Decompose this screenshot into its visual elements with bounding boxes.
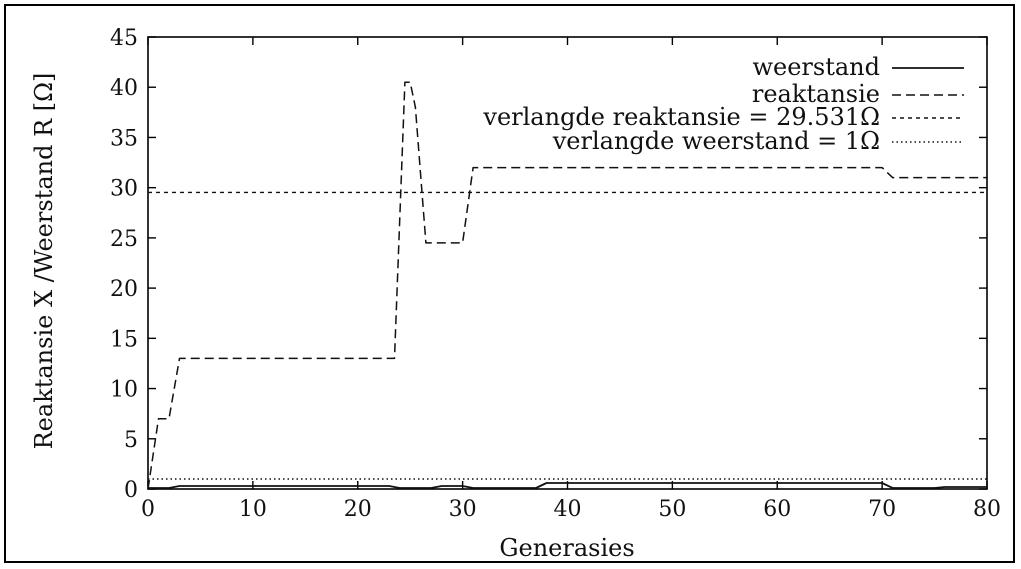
x-tick-label: 20 [344,497,372,522]
x-tick-label: 0 [141,497,155,522]
series-line-1 [148,482,987,489]
series-layer [147,81,987,490]
y-tick-label: 10 [110,378,138,403]
y-tick-label: 40 [110,76,138,101]
y-tick-label: 35 [110,126,138,151]
y-tick-label: 15 [110,327,138,352]
y-tick-label: 20 [110,277,138,302]
x-tick-label: 60 [763,497,791,522]
y-tick-label: 45 [110,26,138,51]
y-axis-label: Reaktansie X /Weerstand R [Ω] [30,73,58,450]
y-tick-label: 30 [110,177,138,202]
legend-label-2: reaktansie [752,80,880,108]
x-tick-label: 10 [239,497,267,522]
y-tick-label: 25 [110,227,138,252]
x-axis-label: Generasies [499,534,634,562]
x-tick-label: 40 [554,497,582,522]
legend-label-1: weerstand [752,53,880,81]
legend-label-4: verlangde weerstand = 1Ω [552,127,880,155]
x-tick-label: 70 [868,497,896,522]
x-tick-label: 50 [658,497,686,522]
y-tick-label: 0 [124,478,138,503]
chart-frame [4,4,1015,563]
legend-label-3: verlangde reaktansie = 29.531Ω [482,103,880,131]
x-tick-label: 30 [449,497,477,522]
axes: 0 10 20 30 40 50 60 70 80 0 5 10 15 20 25 30 35 40 45 [110,26,1001,522]
x-tick-label: 80 [973,497,1001,522]
series-line-2 [147,81,987,490]
y-tick-label: 5 [124,428,138,453]
